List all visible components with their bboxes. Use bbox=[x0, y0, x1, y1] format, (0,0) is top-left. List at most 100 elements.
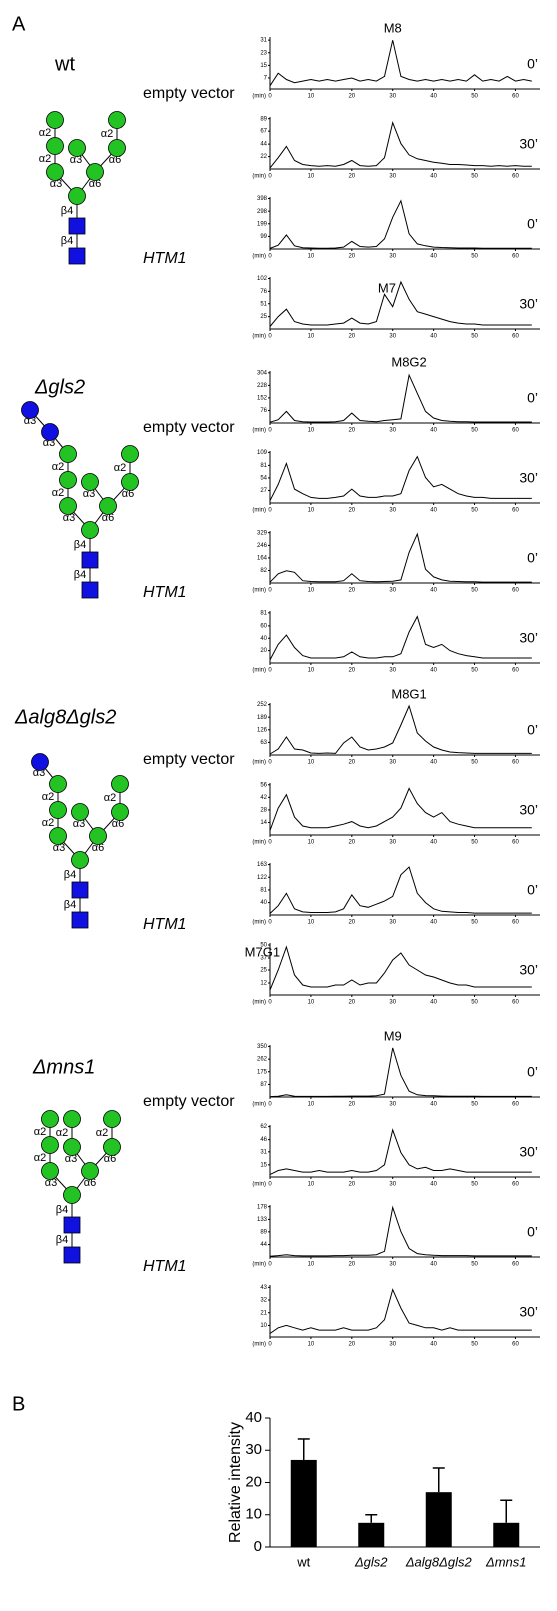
time-label: 30’ bbox=[519, 962, 538, 978]
x-tick-label: 10 bbox=[308, 1000, 315, 1006]
linkage-label: α6 bbox=[102, 512, 114, 524]
x-tick-label: 0 bbox=[268, 508, 272, 514]
x-tick-label: 10 bbox=[308, 508, 315, 514]
x-tick-label: 50 bbox=[471, 334, 478, 340]
x-axis-label: (min) bbox=[252, 254, 266, 260]
x-tick-label: 60 bbox=[512, 1102, 519, 1108]
y-tick-label: 31 bbox=[260, 1149, 267, 1155]
linkage-label: β4 bbox=[56, 1204, 68, 1216]
x-tick-label: 20 bbox=[348, 334, 355, 340]
y-tick-label: 350 bbox=[257, 1044, 268, 1050]
x-tick-label: 60 bbox=[512, 334, 519, 340]
x-tick-label: 30 bbox=[389, 254, 396, 260]
axis bbox=[269, 531, 540, 584]
axis bbox=[269, 1125, 540, 1178]
condition-label: HTM1 bbox=[143, 250, 187, 267]
x-tick-label: 40 bbox=[430, 254, 437, 260]
y-tick-label: 199 bbox=[257, 221, 268, 227]
axis bbox=[269, 611, 540, 664]
chromatogram-trace bbox=[269, 40, 532, 87]
x-tick-label: 50 bbox=[471, 94, 478, 100]
y-tick-label: 20 bbox=[260, 648, 267, 654]
y-tick-label: 164 bbox=[257, 555, 268, 561]
x-tick-label: 0 bbox=[268, 254, 272, 260]
glycan-circle bbox=[63, 1138, 81, 1156]
x-tick-label: 30 bbox=[389, 508, 396, 514]
x-tick-label: 0 bbox=[268, 588, 272, 594]
glycan-circle bbox=[49, 801, 67, 819]
glycan-circle bbox=[46, 111, 64, 129]
glycan-circle bbox=[111, 775, 129, 793]
x-axis-label: (min) bbox=[252, 334, 266, 340]
linkage-label: α2 bbox=[42, 791, 54, 803]
x-tick-label: 20 bbox=[348, 668, 355, 674]
x-tick-label: wt bbox=[296, 1554, 310, 1569]
x-tick-label: 50 bbox=[471, 1000, 478, 1006]
linkage-label: α6 bbox=[92, 842, 104, 854]
x-tick-label: 50 bbox=[471, 254, 478, 260]
glycan-circle bbox=[68, 187, 86, 205]
glycan-circle bbox=[68, 139, 86, 157]
x-tick-label: 40 bbox=[430, 1102, 437, 1108]
y-tick-label: 133 bbox=[257, 1217, 268, 1223]
glycan-circle bbox=[121, 445, 139, 463]
x-axis-label: (min) bbox=[252, 1182, 266, 1188]
y-tick-label: 67 bbox=[260, 129, 267, 135]
x-tick-label: 60 bbox=[512, 920, 519, 926]
axis bbox=[269, 703, 540, 756]
linkage-label: α6 bbox=[104, 1153, 116, 1165]
y-tick-label: 20 bbox=[245, 1473, 262, 1490]
x-tick-label: 10 bbox=[308, 1182, 315, 1188]
axis bbox=[269, 117, 540, 170]
glycan-circle bbox=[103, 1110, 121, 1128]
x-tick-label: 10 bbox=[308, 840, 315, 846]
time-label: 30’ bbox=[519, 1304, 538, 1320]
x-axis-label: (min) bbox=[252, 1000, 266, 1006]
x-tick-label: 30 bbox=[389, 760, 396, 766]
time-label: 30’ bbox=[519, 1144, 538, 1160]
linkage-label: α3 bbox=[83, 488, 95, 500]
y-tick-label: 37 bbox=[260, 956, 267, 962]
x-axis-label: (min) bbox=[252, 588, 266, 594]
x-tick-label: 50 bbox=[471, 760, 478, 766]
bar bbox=[425, 1492, 452, 1547]
x-tick-label: 50 bbox=[471, 840, 478, 846]
x-tick-label: 30 bbox=[389, 668, 396, 674]
y-tick-label: 252 bbox=[257, 702, 268, 708]
axis bbox=[269, 277, 540, 330]
x-tick-label: 60 bbox=[512, 254, 519, 260]
y-tick-label: 21 bbox=[260, 1310, 267, 1316]
strain-label: Δmns1 bbox=[32, 1056, 95, 1078]
x-tick-label: 40 bbox=[430, 1000, 437, 1006]
y-tick-label: 25 bbox=[260, 314, 267, 320]
x-tick-label: 20 bbox=[348, 1102, 355, 1108]
condition-label: empty vector bbox=[143, 751, 235, 768]
linkage-label: α2 bbox=[114, 462, 126, 474]
x-tick-label: 20 bbox=[348, 1262, 355, 1268]
x-tick-label: 10 bbox=[308, 428, 315, 434]
x-tick-label: 20 bbox=[348, 254, 355, 260]
x-tick-label: 20 bbox=[348, 1000, 355, 1006]
x-tick-label: 60 bbox=[512, 668, 519, 674]
x-tick-label: 20 bbox=[348, 428, 355, 434]
x-tick-label: 50 bbox=[471, 1262, 478, 1268]
panel-label: B bbox=[12, 1393, 25, 1415]
x-tick-label: 10 bbox=[308, 1342, 315, 1348]
y-tick-label: 63 bbox=[260, 740, 267, 746]
y-tick-label: 0 bbox=[254, 1538, 262, 1555]
glycan-square bbox=[68, 217, 86, 235]
y-tick-label: 62 bbox=[260, 1124, 267, 1130]
chromatogram-trace bbox=[269, 121, 532, 169]
axis bbox=[269, 197, 540, 250]
bar bbox=[290, 1459, 317, 1547]
x-tick-label: 60 bbox=[512, 1000, 519, 1006]
linkage-label: α2 bbox=[101, 128, 113, 140]
condition-label: HTM1 bbox=[143, 1258, 187, 1275]
time-label: 0’ bbox=[527, 550, 538, 566]
y-tick-label: 122 bbox=[257, 875, 268, 881]
linkage-label: β4 bbox=[56, 1234, 68, 1246]
x-axis-label: (min) bbox=[252, 174, 266, 180]
chromatogram-trace bbox=[269, 945, 532, 991]
peak-label: M7 bbox=[378, 280, 396, 295]
chromatogram-trace bbox=[269, 1128, 532, 1176]
